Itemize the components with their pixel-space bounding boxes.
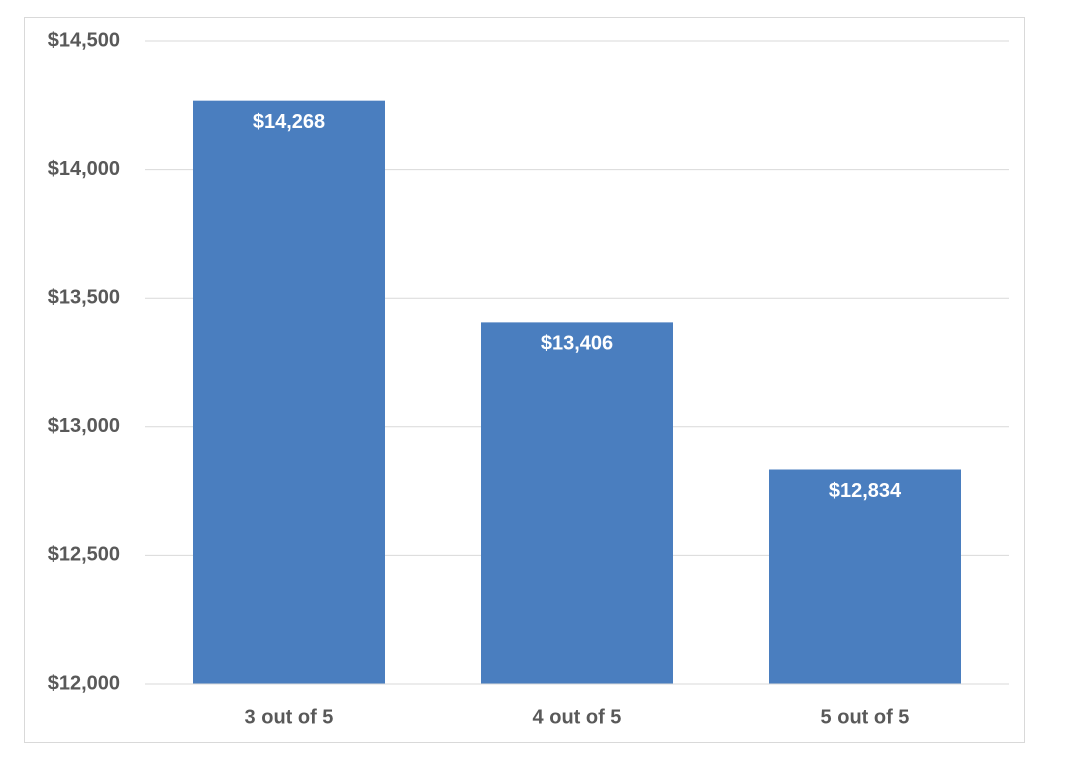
data-label: $13,406	[541, 333, 613, 355]
bar	[769, 469, 961, 684]
y-tick-label: $12,500	[48, 544, 120, 566]
x-tick-label: 3 out of 5	[245, 706, 334, 728]
y-tick-label: $14,000	[48, 158, 120, 180]
x-tick-label: 4 out of 5	[533, 706, 622, 728]
data-label: $14,268	[253, 111, 325, 133]
y-tick-label: $12,000	[48, 672, 120, 694]
y-tick-label: $14,500	[48, 29, 120, 51]
data-label: $12,834	[829, 480, 902, 502]
bar	[481, 322, 673, 684]
y-tick-label: $13,500	[48, 286, 120, 308]
x-tick-label: 5 out of 5	[821, 706, 910, 728]
y-tick-label: $13,000	[48, 415, 120, 437]
bar	[193, 100, 385, 684]
